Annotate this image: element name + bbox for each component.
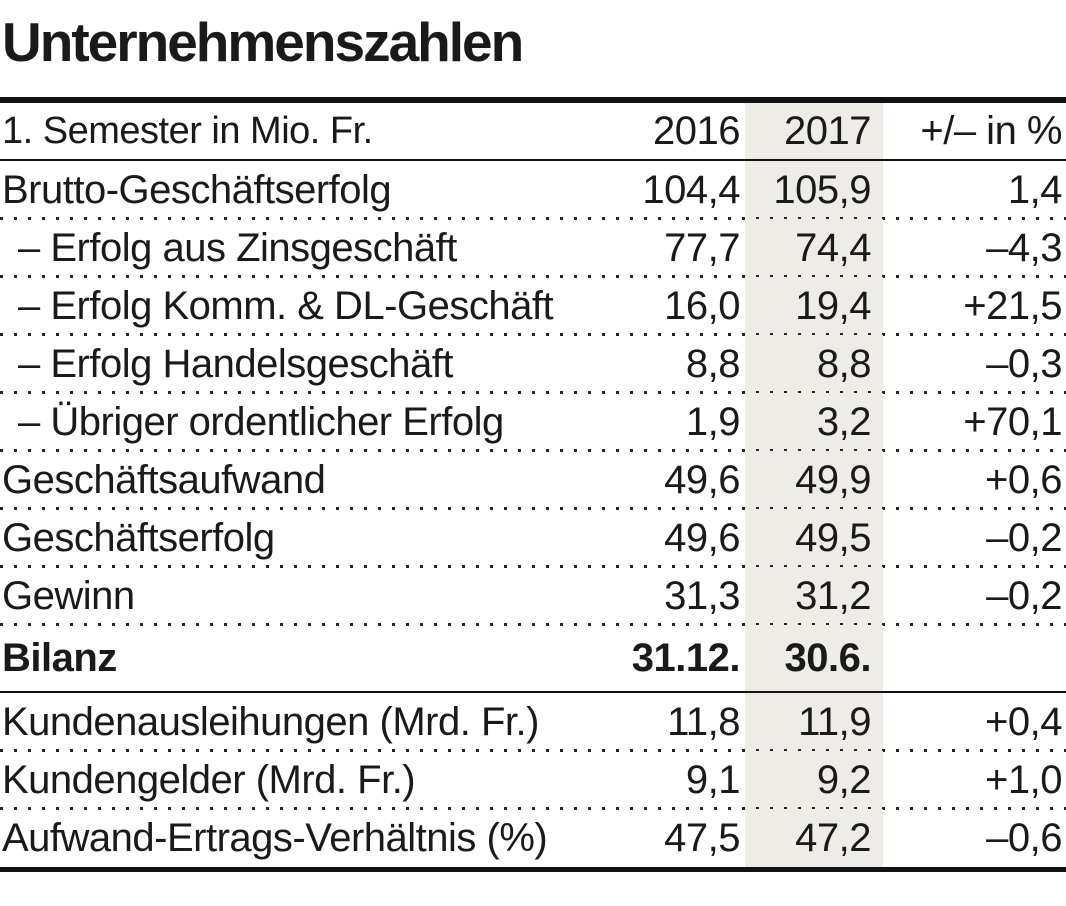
table-row: Geschäftserfolg 49,6 49,5 –0,2 <box>0 509 1066 568</box>
header-col-2016: 2016 <box>653 108 740 153</box>
row-label: – Erfolg Komm. & DL-Geschäft <box>18 283 554 328</box>
row-label: Kundengelder (Mrd. Fr.) <box>2 757 416 802</box>
table-body: Brutto-Geschäftserfolg 104,4 105,9 1,4 –… <box>0 161 1066 867</box>
row-value-change-pct: –0,3 <box>986 341 1062 386</box>
header-col-change-pct: +/– in % <box>920 108 1062 153</box>
table-row: Geschäftsaufwand 49,6 49,9 +0,6 <box>0 451 1066 510</box>
row-value-2016: 31,3 <box>664 573 740 618</box>
row-value-2017: 8,8 <box>745 335 883 393</box>
row-value-2016: 49,6 <box>664 457 740 502</box>
row-value-2017: 9,2 <box>745 751 883 809</box>
row-value-2016: 77,7 <box>664 225 740 270</box>
row-value-change-pct: –0,2 <box>986 515 1062 560</box>
row-value-2017: 11,9 <box>745 693 883 751</box>
row-value-2016: 47,5 <box>664 815 740 860</box>
row-value-change-pct: +70,1 <box>963 399 1062 444</box>
header-unit-label: 1. Semester in Mio. Fr. <box>2 109 373 152</box>
table-header-row: 1. Semester in Mio. Fr. 2016 2017 +/– in… <box>0 103 1066 161</box>
row-value-change-pct: +21,5 <box>963 283 1062 328</box>
row-value-2017: 49,9 <box>745 451 883 509</box>
row-label: Gewinn <box>2 573 135 618</box>
table-row: – Erfolg Komm. & DL-Geschäft 16,0 19,4 +… <box>0 277 1066 336</box>
table-row: – Erfolg aus Zinsgeschäft 77,7 74,4 –4,3 <box>0 219 1066 278</box>
row-value-change-pct: +0,6 <box>985 457 1062 502</box>
table-row: – Übriger ordentlicher Erfolg 1,9 3,2 +7… <box>0 393 1066 452</box>
row-value-2016: 104,4 <box>642 167 740 212</box>
row-value-change-pct: +1,0 <box>985 757 1062 802</box>
row-value-2017: 74,4 <box>745 219 883 277</box>
row-value-change-pct: 1,4 <box>1007 167 1063 212</box>
header-col-2017: 2017 <box>745 103 883 159</box>
table-row: Brutto-Geschäftserfolg 104,4 105,9 1,4 <box>0 161 1066 220</box>
row-value-2016: 1,9 <box>685 399 741 444</box>
row-value-2016: 16,0 <box>664 283 740 328</box>
row-value-change-pct: +0,4 <box>985 699 1062 744</box>
table-row: – Erfolg Handelsgeschäft 8,8 8,8 –0,3 <box>0 335 1066 394</box>
row-value-2016: 11,8 <box>667 699 740 744</box>
table-row: Bilanz 31.12. 30.6. <box>0 625 1066 693</box>
bottom-rule <box>0 867 1066 872</box>
row-label: Geschäftserfolg <box>2 515 275 560</box>
table-row: Kundengelder (Mrd. Fr.) 9,1 9,2 +1,0 <box>0 751 1066 810</box>
table-row: Gewinn 31,3 31,2 –0,2 <box>0 567 1066 626</box>
row-value-2016: 49,6 <box>664 515 740 560</box>
row-label: Aufwand-Ertrags-Verhältnis (%) <box>2 815 548 860</box>
row-value-2017: 19,4 <box>745 277 883 335</box>
row-value-2017: 47,2 <box>745 809 883 867</box>
company-figures-table: 1. Semester in Mio. Fr. 2016 2017 +/– in… <box>0 97 1066 872</box>
row-value-2017: 105,9 <box>745 161 883 219</box>
row-value-change-pct: –4,3 <box>986 225 1062 270</box>
row-value-2017: 30.6. <box>745 625 883 691</box>
table-row: Aufwand-Ertrags-Verhältnis (%) 47,5 47,2… <box>0 809 1066 867</box>
top-rule <box>0 97 1066 103</box>
row-value-2017: 49,5 <box>745 509 883 567</box>
row-value-2016: 9,1 <box>685 757 741 802</box>
row-label: Kundenausleihungen (Mrd. Fr.) <box>2 699 539 744</box>
row-label: – Übriger ordentlicher Erfolg <box>18 399 504 444</box>
row-value-2016: 8,8 <box>685 341 741 386</box>
table-row: Kundenausleihungen (Mrd. Fr.) 11,8 11,9 … <box>0 693 1066 752</box>
row-label: – Erfolg aus Zinsgeschäft <box>18 225 457 270</box>
row-label: Brutto-Geschäftserfolg <box>2 167 392 212</box>
row-value-2016: 31.12. <box>631 635 741 680</box>
row-value-change-pct: –0,2 <box>986 573 1062 618</box>
row-value-change-pct: –0,6 <box>986 815 1062 860</box>
row-label: – Erfolg Handelsgeschäft <box>18 341 453 386</box>
row-label: Geschäftsaufwand <box>2 457 326 502</box>
row-value-2017: 31,2 <box>745 567 883 625</box>
row-value-2017: 3,2 <box>745 393 883 451</box>
page-title: Unternehmenszahlen <box>2 11 524 73</box>
row-label: Bilanz <box>2 635 117 680</box>
